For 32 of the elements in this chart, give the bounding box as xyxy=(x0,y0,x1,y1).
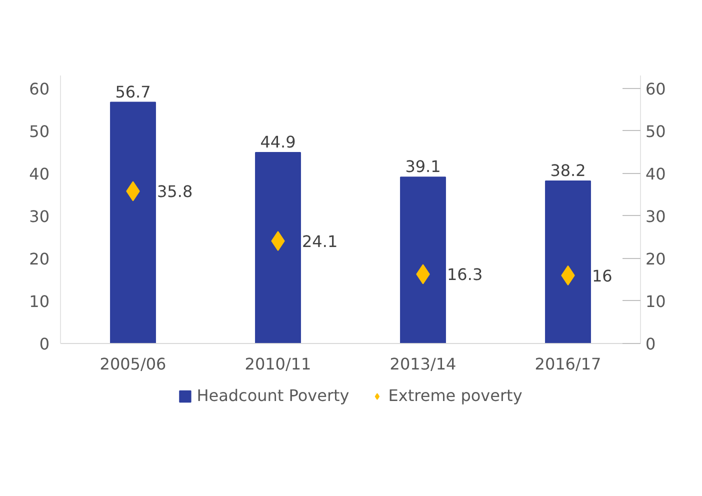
y-tick-label: 0 xyxy=(39,334,50,354)
y2-tick-label: 50 xyxy=(646,122,666,141)
data-label: 44.9 xyxy=(260,132,296,152)
y2-tick-label: 40 xyxy=(646,164,666,184)
bar xyxy=(545,180,591,344)
x-tick-label: 2010/11 xyxy=(244,354,312,374)
x-tick-label: 2016/17 xyxy=(534,354,602,374)
x-tick-label: 2005/06 xyxy=(100,354,166,374)
y-tick-label: 50 xyxy=(29,122,50,141)
data-label: 38.2 xyxy=(550,161,586,180)
y2-tick-label: 60 xyxy=(646,79,666,98)
y2-tick-label: 10 xyxy=(646,292,666,311)
bar xyxy=(400,176,446,344)
data-label: 56.7 xyxy=(115,82,151,102)
data-label: 16 xyxy=(592,266,612,286)
y2-tick-label: 20 xyxy=(646,249,666,268)
y-tick-label: 30 xyxy=(29,206,50,226)
bar xyxy=(110,102,156,344)
y2-tick-label: 0 xyxy=(646,334,656,354)
data-label: 16.3 xyxy=(447,265,483,284)
bar xyxy=(255,152,301,344)
data-label: 39.1 xyxy=(405,157,441,176)
legend-label: Headcount Poverty xyxy=(196,386,350,405)
y-tick-label: 10 xyxy=(29,292,50,311)
legend-label: Extreme poverty xyxy=(388,386,522,405)
x-tick-label: 2013/14 xyxy=(390,354,456,374)
data-label: 35.8 xyxy=(157,182,193,202)
y-tick-label: 40 xyxy=(29,164,50,184)
data-label: 24.1 xyxy=(302,232,338,251)
y-tick-label: 60 xyxy=(29,79,50,98)
y2-tick-label: 30 xyxy=(646,206,666,226)
y-tick-label: 20 xyxy=(29,249,50,268)
